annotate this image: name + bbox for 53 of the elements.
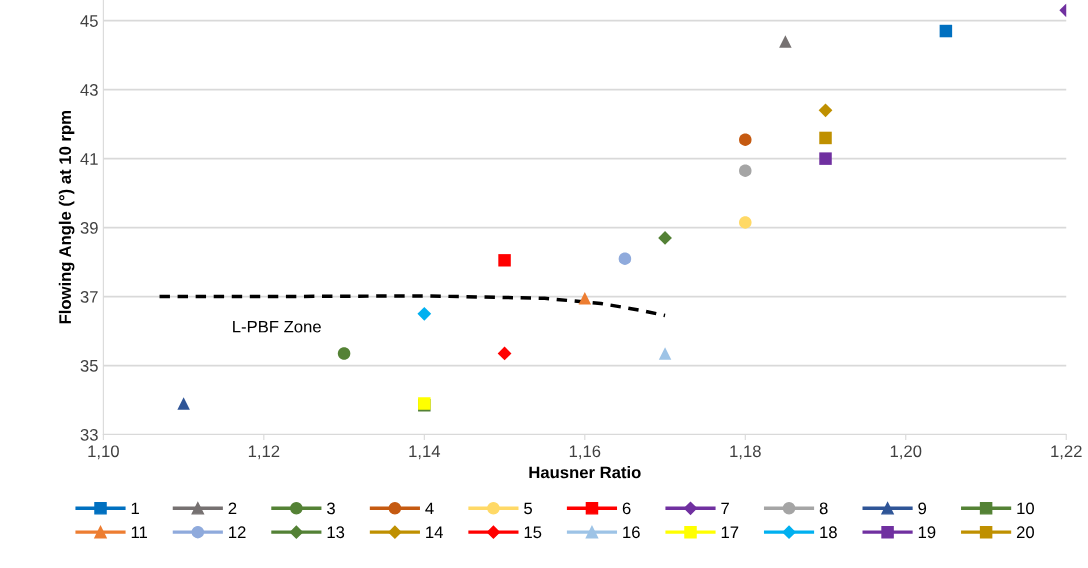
point [819,152,832,165]
point [818,103,833,118]
y-tick-label: 41 [80,153,98,165]
legend-label: 7 [721,502,729,515]
annotation: L-PBF Zone [233,320,321,333]
legend-label: 4 [425,502,434,515]
legend-label: 20 [1016,526,1034,539]
point [739,216,752,229]
y-tick-label: 45 [80,15,98,27]
legend-label: 13 [327,526,345,539]
x-tick-label: 1,20 [890,445,922,460]
x-tick-label: 1,18 [730,445,761,460]
x-tick-label: 1,10 [88,445,119,460]
x-axis-title: Hausner Ratio [529,466,641,479]
point [337,347,351,360]
y-tick-label: 37 [80,290,98,303]
legend-label: 19 [918,526,936,539]
y-tick-label: 39 [80,222,98,234]
point [578,292,592,305]
point [498,254,511,267]
point [819,131,832,145]
legend-label: 9 [918,502,927,515]
point [779,35,792,48]
legend-label: 8 [819,502,828,515]
legend-label: 6 [622,502,631,515]
x-tick-label: 1,14 [409,445,441,460]
x-tick-label: 1,12 [248,445,280,460]
point [939,24,953,38]
legend-label: 18 [820,526,837,539]
y-tick-label: 33 [80,428,98,441]
legend-label: 5 [524,502,532,515]
legend-label: 17 [721,526,739,538]
legend-label: 11 [131,526,148,538]
point [618,252,632,265]
legend-label: 15 [524,526,542,539]
legend-label: 2 [228,502,237,515]
point [417,306,432,321]
legend-label: 16 [623,526,640,539]
point [177,397,190,410]
line-series [157,294,667,318]
legend-label: 1 [131,502,139,515]
x-tick-label: 1,22 [1051,445,1082,460]
legend-label: 14 [426,526,443,538]
legend-label: 3 [326,502,335,515]
point [739,164,752,177]
y-tick-label: 35 [80,359,98,372]
x-tick-label: 1,16 [569,445,601,460]
legend-label: 12 [229,526,246,538]
point [658,347,672,360]
legend-label: 10 [1017,502,1034,515]
point [739,133,752,146]
y-tick-label: 43 [80,84,98,96]
y-axis-title: Flowing Angle (°) at 10 rpm [58,111,75,324]
